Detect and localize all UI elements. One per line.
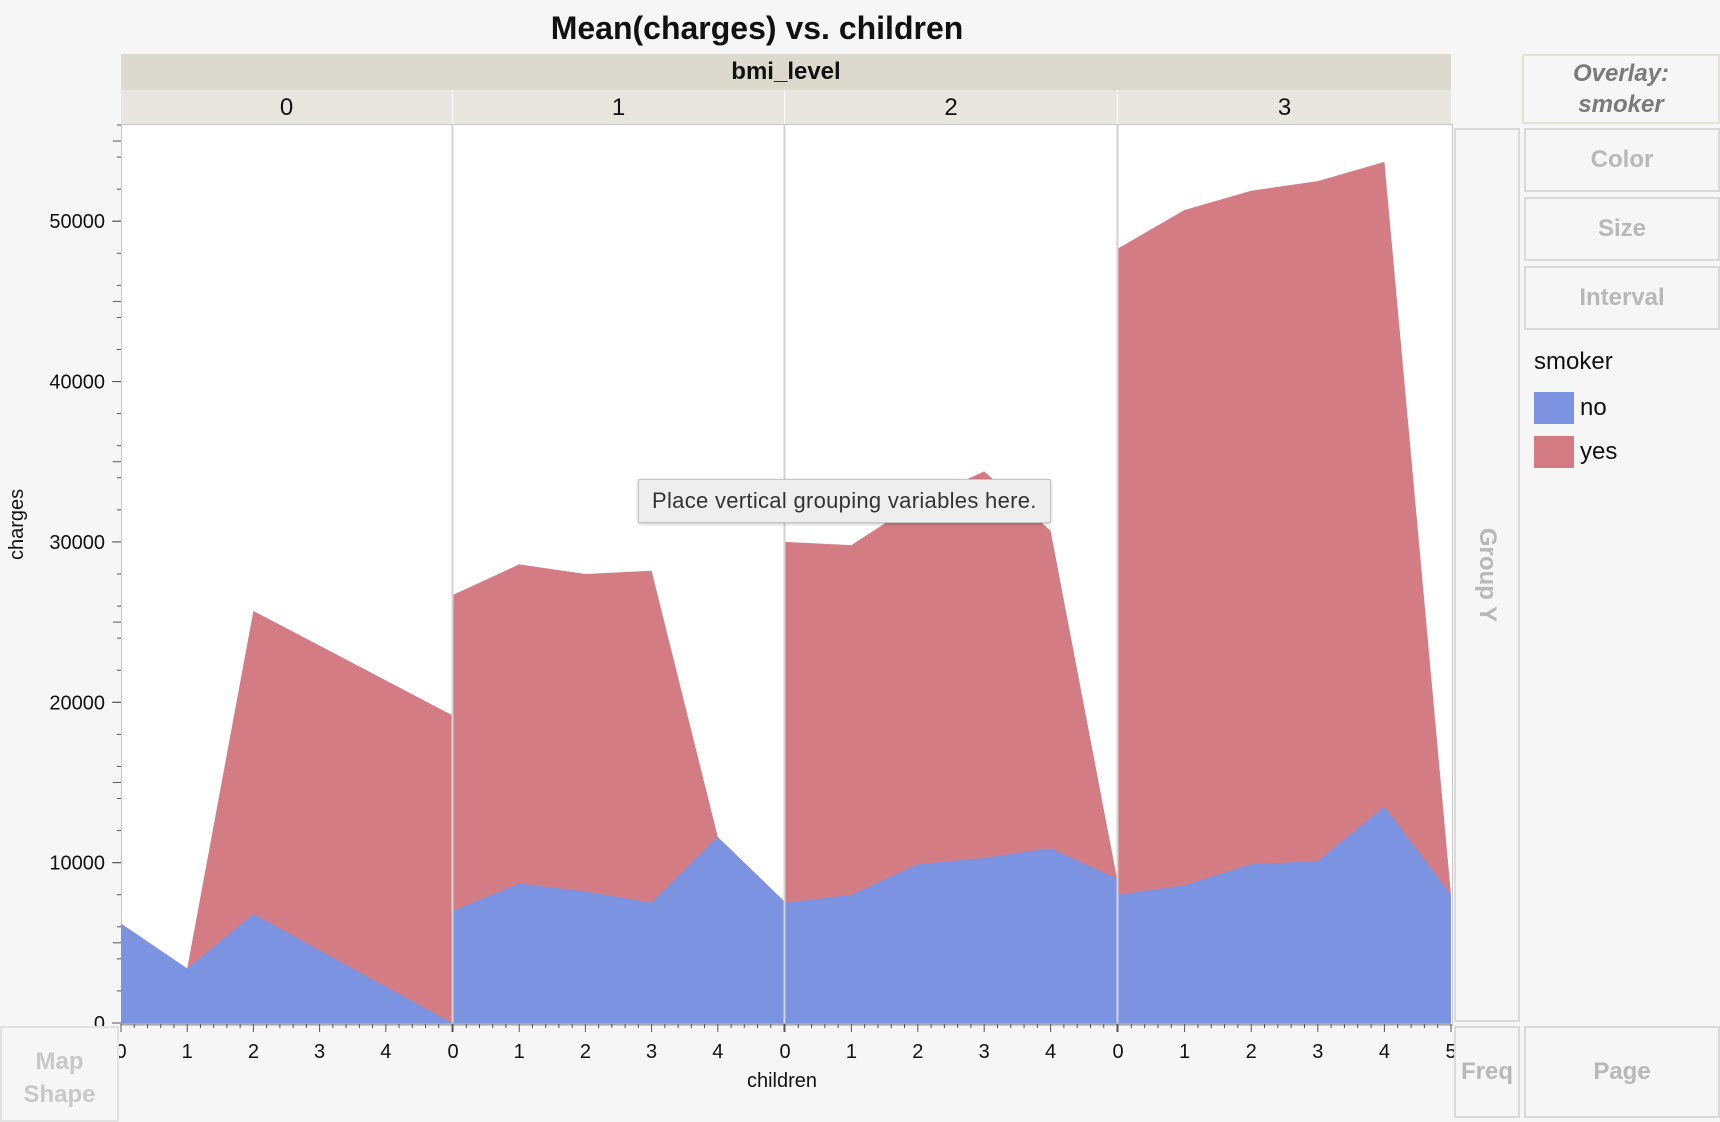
x-tick-label: 1 — [846, 1041, 857, 1063]
x-tick-label: 0 — [447, 1041, 458, 1063]
group-x-level-2[interactable]: 2 — [785, 90, 1118, 124]
x-tick-label: 2 — [912, 1041, 923, 1063]
y-tick-label: 50000 — [49, 211, 105, 233]
x-tick-label: 3 — [1312, 1041, 1323, 1063]
x-tick-label: 0 — [779, 1041, 790, 1063]
area-no-panel-1[interactable] — [453, 836, 784, 1023]
area-no-panel-0[interactable] — [121, 913, 452, 1023]
legend-item-yes[interactable]: yes — [1534, 436, 1617, 468]
group-y-drop-zone[interactable]: Group Y — [1454, 128, 1520, 1022]
x-tick-label: 4 — [380, 1041, 391, 1063]
y-tick-label: 40000 — [49, 372, 105, 394]
legend-swatch-yes — [1534, 436, 1574, 468]
group-y-label: Group Y — [1474, 527, 1502, 623]
legend-label-no: no — [1580, 394, 1607, 421]
overlay-drop-zone[interactable]: Overlay: smoker — [1522, 54, 1720, 124]
x-tick-label: 3 — [314, 1041, 325, 1063]
overlay-label: Overlay: — [1572, 60, 1670, 87]
x-tick-label: 2 — [580, 1041, 591, 1063]
map-shape-drop-zone[interactable]: Map Shape — [0, 1026, 119, 1122]
group-x-level-3[interactable]: 3 — [1118, 90, 1451, 124]
y-axis-label[interactable]: charges — [6, 488, 28, 560]
x-tick-label: 4 — [1045, 1041, 1056, 1063]
x-tick-label: 4 — [712, 1041, 723, 1063]
area-yes-panel-0[interactable] — [121, 610, 452, 1023]
x-tick-label: 0 — [1112, 1041, 1123, 1063]
group-x-header[interactable]: bmi_level — [121, 54, 1451, 90]
x-tick-label: 1 — [1179, 1041, 1190, 1063]
area-yes-panel-3[interactable] — [1118, 161, 1451, 1023]
y-tick-label: 20000 — [49, 692, 105, 714]
size-drop-zone[interactable]: Size — [1524, 197, 1720, 261]
x-tick-label: 4 — [1379, 1041, 1390, 1063]
overlay-value: smoker — [1578, 91, 1664, 118]
x-tick-label: 0 — [115, 1041, 126, 1063]
group-x-level-1[interactable]: 1 — [453, 90, 785, 124]
interval-drop-zone[interactable]: Interval — [1524, 266, 1720, 330]
color-drop-zone[interactable]: Color — [1524, 128, 1720, 192]
group-x-level-0[interactable]: 0 — [121, 90, 453, 124]
map-shape-label-line1: Map — [35, 1048, 84, 1075]
legend-title: smoker — [1534, 348, 1613, 375]
x-tick-label: 3 — [646, 1041, 657, 1063]
legend-label-yes: yes — [1580, 438, 1618, 465]
y-tick-label: 10000 — [49, 853, 105, 875]
legend-item-no[interactable]: no — [1534, 392, 1607, 424]
x-tick-label: 2 — [248, 1041, 259, 1063]
x-tick-label: 2 — [1246, 1041, 1257, 1063]
x-tick-label: 1 — [514, 1041, 525, 1063]
chart-title: Mean(charges) vs. children — [550, 10, 964, 46]
x-axis-label[interactable]: children — [746, 1070, 818, 1092]
y-tick-label: 0 — [94, 1013, 105, 1035]
area-no-panel-3[interactable] — [1118, 806, 1451, 1023]
x-tick-label: 3 — [979, 1041, 990, 1063]
page-drop-zone[interactable]: Page — [1524, 1026, 1720, 1118]
drop-zone-tooltip: Place vertical grouping variables here. — [638, 479, 1051, 523]
x-tick-label: 5 — [1445, 1041, 1456, 1063]
area-no-panel-2[interactable] — [785, 848, 1117, 1023]
legend-swatch-no — [1534, 392, 1574, 424]
map-shape-label-line2: Shape — [23, 1081, 96, 1108]
x-tick-label: 1 — [182, 1041, 193, 1063]
freq-drop-zone[interactable]: Freq — [1454, 1026, 1520, 1118]
y-tick-label: 30000 — [49, 532, 105, 554]
